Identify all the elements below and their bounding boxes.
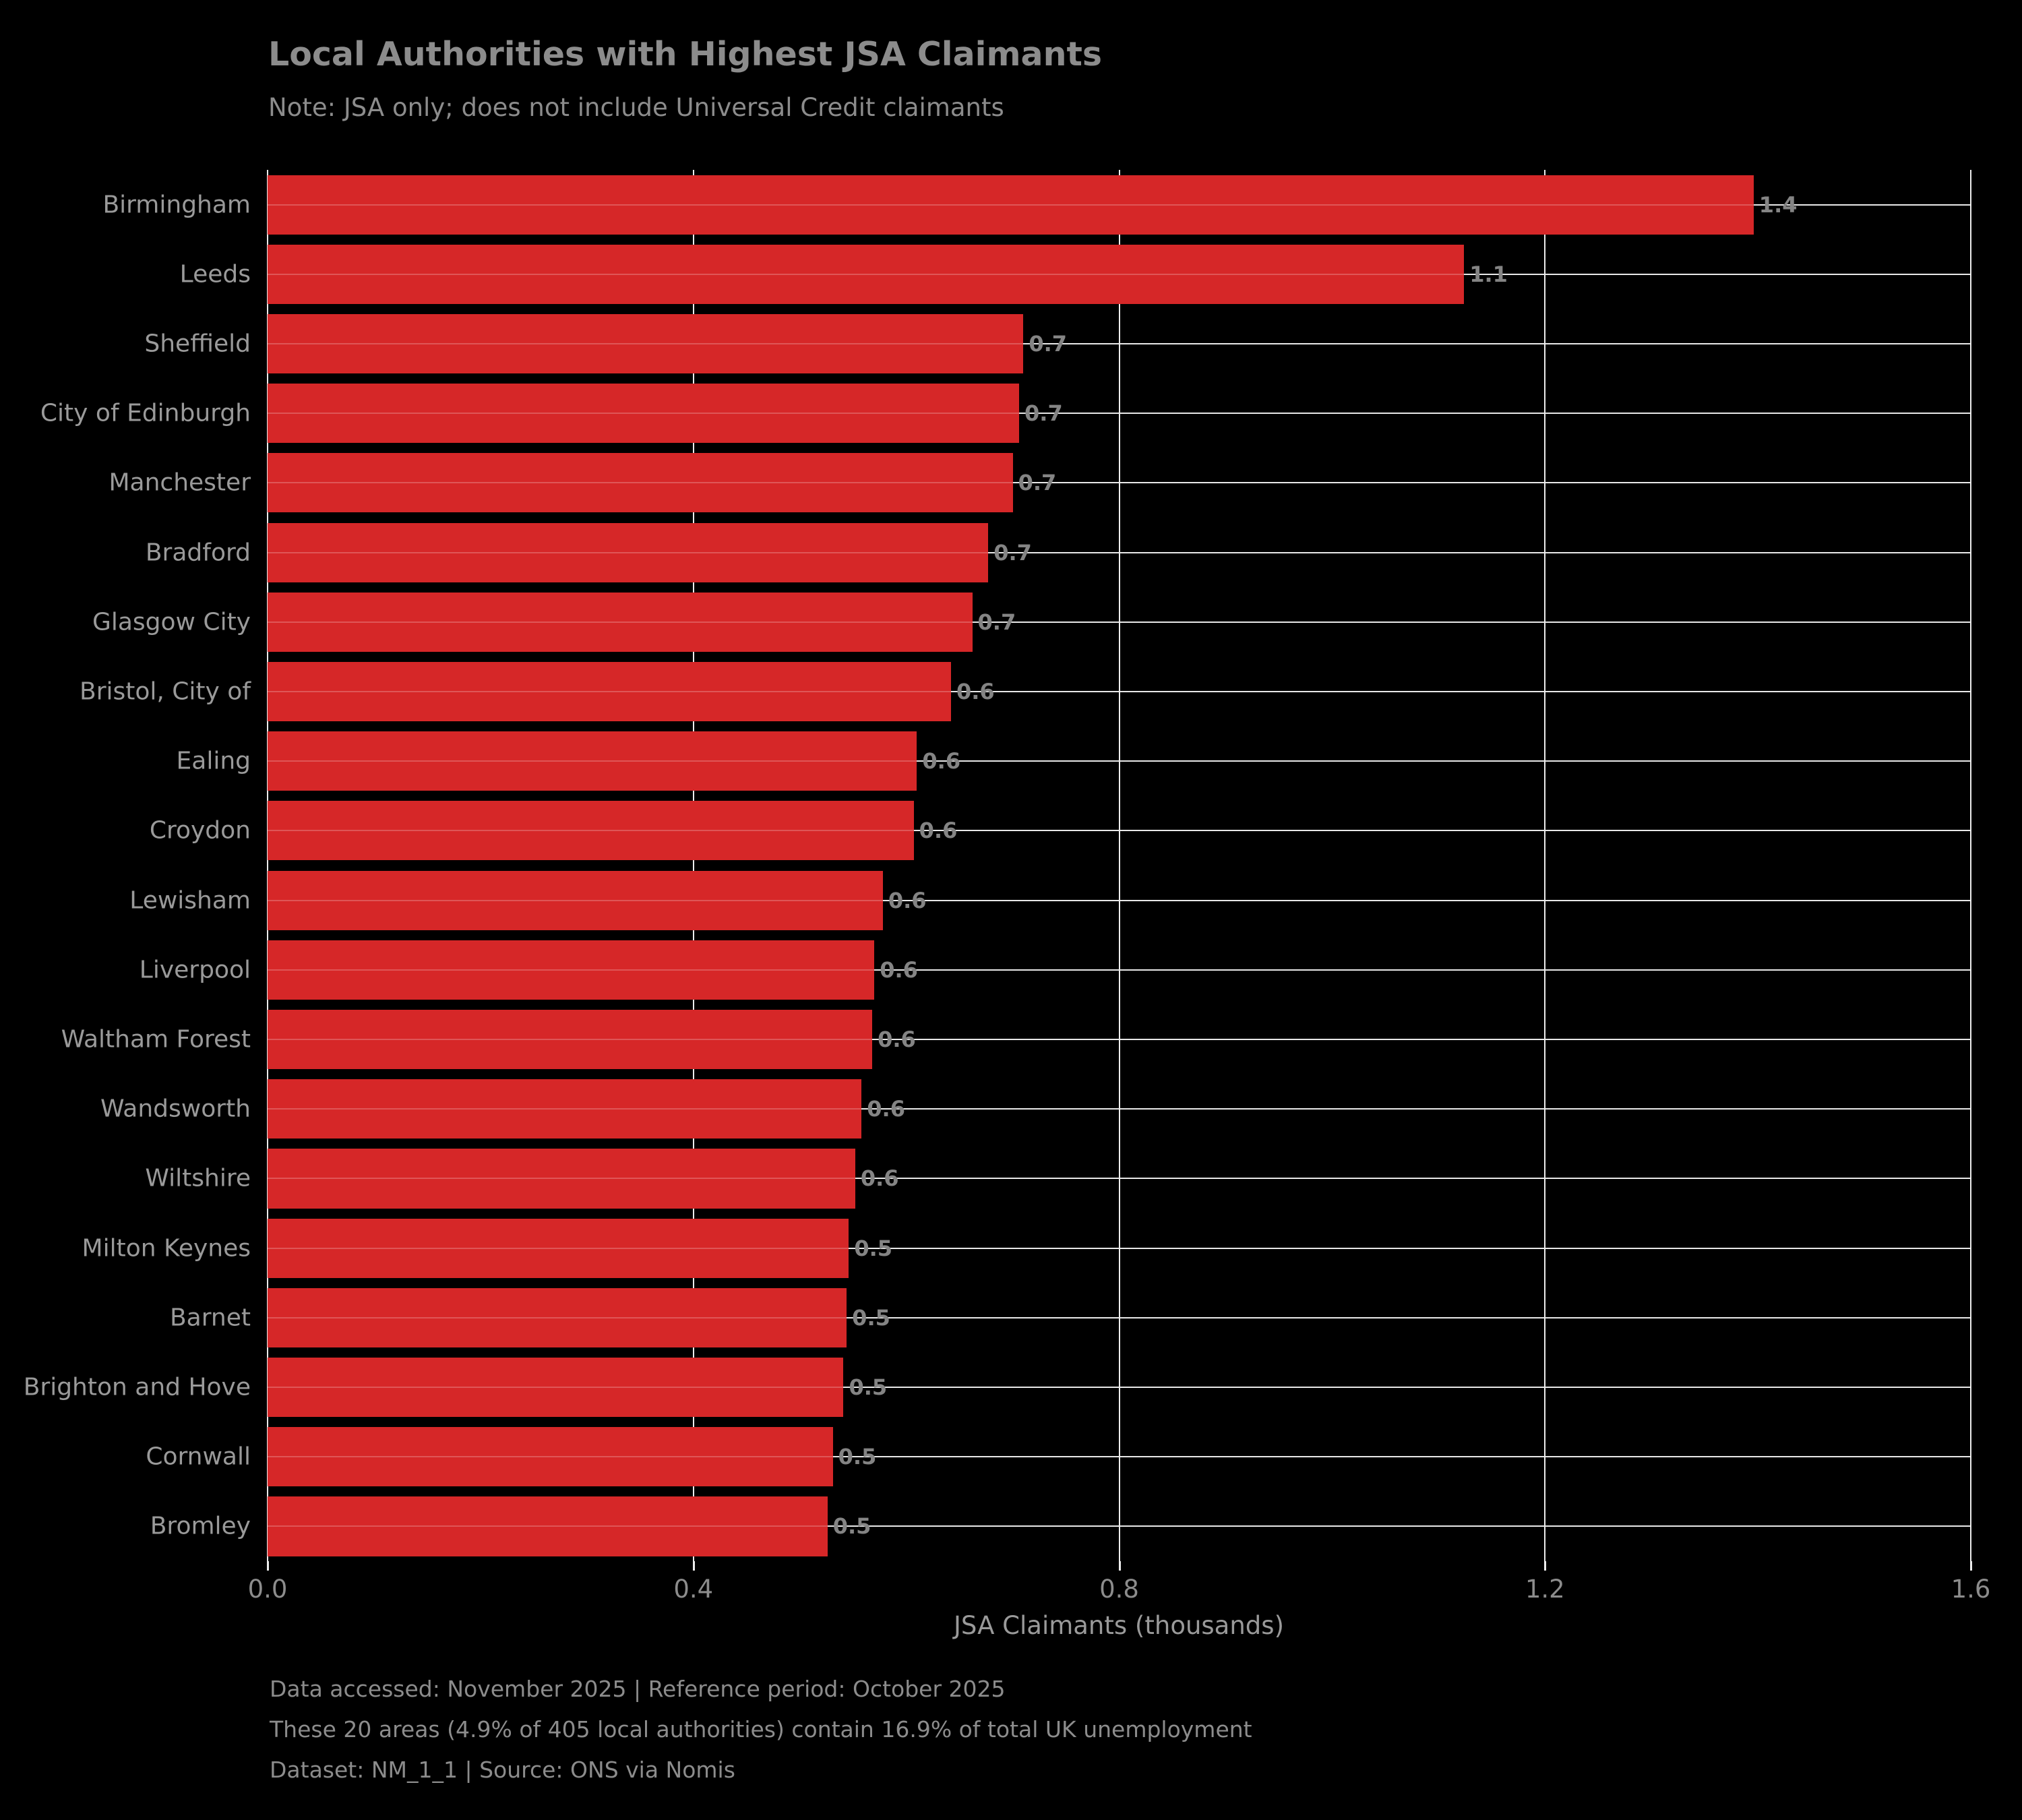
footer-source: Dataset: NM_1_1 | Source: ONS via Nomis [270, 1757, 735, 1783]
category-label: Manchester [109, 468, 251, 497]
bar [268, 313, 1024, 374]
x-tick-mark [1970, 1561, 1972, 1571]
category-label: Glasgow City [92, 608, 251, 636]
value-label: 0.6 [880, 957, 918, 983]
category-label: Leeds [179, 260, 251, 289]
y-axis-spine [267, 170, 268, 1561]
category-label: Ealing [176, 747, 251, 775]
bar-row: Bradford 0.7 [146, 518, 1971, 587]
value-label: 1.4 [1758, 191, 1798, 218]
category-label: Milton Keynes [82, 1234, 251, 1263]
bar [268, 1427, 833, 1487]
x-tick-mark [267, 1561, 269, 1571]
bar [268, 1287, 847, 1347]
bar-row: Birmingham 1.4 [102, 170, 1971, 239]
value-label: 0.6 [860, 1165, 899, 1192]
category-label: Bristol, City of [80, 677, 251, 706]
bar-row: Bristol, City of 0.6 [80, 657, 1971, 726]
category-label: Bradford [145, 539, 251, 567]
bar-row: Barnet 0.5 [170, 1283, 1971, 1352]
bar [268, 870, 883, 930]
x-tick-label: 0.4 [673, 1575, 714, 1604]
value-label: 0.7 [977, 609, 1016, 635]
bar [268, 244, 1465, 304]
x-tick-label: 1.2 [1525, 1575, 1565, 1604]
value-label: 0.7 [1024, 400, 1063, 427]
vertical-gridline [692, 170, 694, 1561]
value-label: 0.5 [838, 1444, 877, 1470]
chart-title: Local Authorities with Highest JSA Claim… [268, 35, 1103, 73]
vertical-gridline [1970, 170, 1971, 1561]
value-label: 0.7 [1029, 331, 1068, 357]
chart-subtitle: Note: JSA only; does not include Univers… [268, 93, 1004, 122]
vertical-gridline [1118, 170, 1120, 1561]
category-label: Cornwall [146, 1443, 251, 1471]
bar [268, 1357, 844, 1418]
footer-coverage-note: These 20 areas (4.9% of 405 local author… [270, 1716, 1252, 1742]
footer-data-accessed: Data accessed: November 2025 | Reference… [270, 1676, 1006, 1702]
bar-row: City of Edinburgh 0.7 [40, 379, 1971, 448]
x-tick-label: 0.0 [247, 1575, 288, 1604]
vertical-gridline [1544, 170, 1546, 1561]
bar [268, 1009, 873, 1070]
value-label: 0.6 [919, 818, 958, 844]
bar-row: Leeds 1.1 [180, 239, 1971, 309]
x-tick-mark [1544, 1561, 1547, 1571]
bar [268, 940, 875, 1000]
bar-row: Sheffield 0.7 [144, 309, 1971, 378]
value-label: 0.5 [832, 1513, 871, 1540]
category-label: Waltham Forest [61, 1025, 251, 1054]
category-label: Sheffield [144, 330, 251, 358]
value-label: 0.5 [854, 1235, 893, 1261]
category-label: Brighton and Hove [23, 1373, 251, 1401]
value-label: 0.6 [888, 887, 927, 913]
bar [268, 661, 951, 722]
x-tick-label: 0.8 [1099, 1575, 1139, 1604]
value-label: 0.7 [1018, 470, 1057, 496]
bar [268, 1079, 862, 1139]
bar [268, 175, 1754, 235]
value-label: 0.6 [922, 748, 961, 775]
category-label: Birmingham [102, 191, 251, 219]
bar-row: Ealing 0.6 [177, 727, 1971, 796]
category-label: Bromley [150, 1512, 251, 1540]
category-label: Wiltshire [145, 1164, 251, 1192]
bar [268, 522, 989, 582]
value-label: 0.6 [956, 679, 995, 705]
bar [268, 1218, 849, 1278]
bar [268, 1149, 855, 1209]
bar [268, 592, 973, 652]
value-label: 0.5 [852, 1304, 890, 1331]
x-tick-mark [1118, 1561, 1121, 1571]
value-label: 0.6 [878, 1027, 916, 1053]
category-label: Barnet [169, 1304, 251, 1332]
category-label: City of Edinburgh [40, 399, 251, 427]
bar [268, 731, 917, 791]
plot-area: Birmingham 1.4 Leeds 1.1 Sheffield 0.7 City of… [24, 170, 1972, 1571]
bar [268, 453, 1013, 513]
bar-rows: Birmingham 1.4 Leeds 1.1 Sheffield 0.7 City of… [24, 170, 1971, 1561]
x-axis-label: JSA Claimants (thousands) [953, 1611, 1285, 1640]
x-tick-mark [692, 1561, 695, 1571]
value-label: 1.1 [1469, 261, 1508, 287]
bar [268, 801, 914, 861]
category-label: Croydon [149, 816, 251, 845]
category-label: Liverpool [139, 956, 251, 984]
bar-row: Croydon 0.6 [150, 796, 1971, 866]
value-label: 0.7 [993, 539, 1032, 566]
bar [268, 1496, 828, 1556]
value-label: 0.5 [849, 1374, 888, 1401]
category-label: Lewisham [129, 886, 251, 915]
x-tick-label: 1.6 [1951, 1575, 1991, 1604]
bar-row: Wiltshire 0.6 [145, 1144, 1971, 1213]
category-label: Wandsworth [100, 1095, 251, 1123]
value-label: 0.6 [867, 1096, 905, 1122]
bar [268, 384, 1020, 444]
